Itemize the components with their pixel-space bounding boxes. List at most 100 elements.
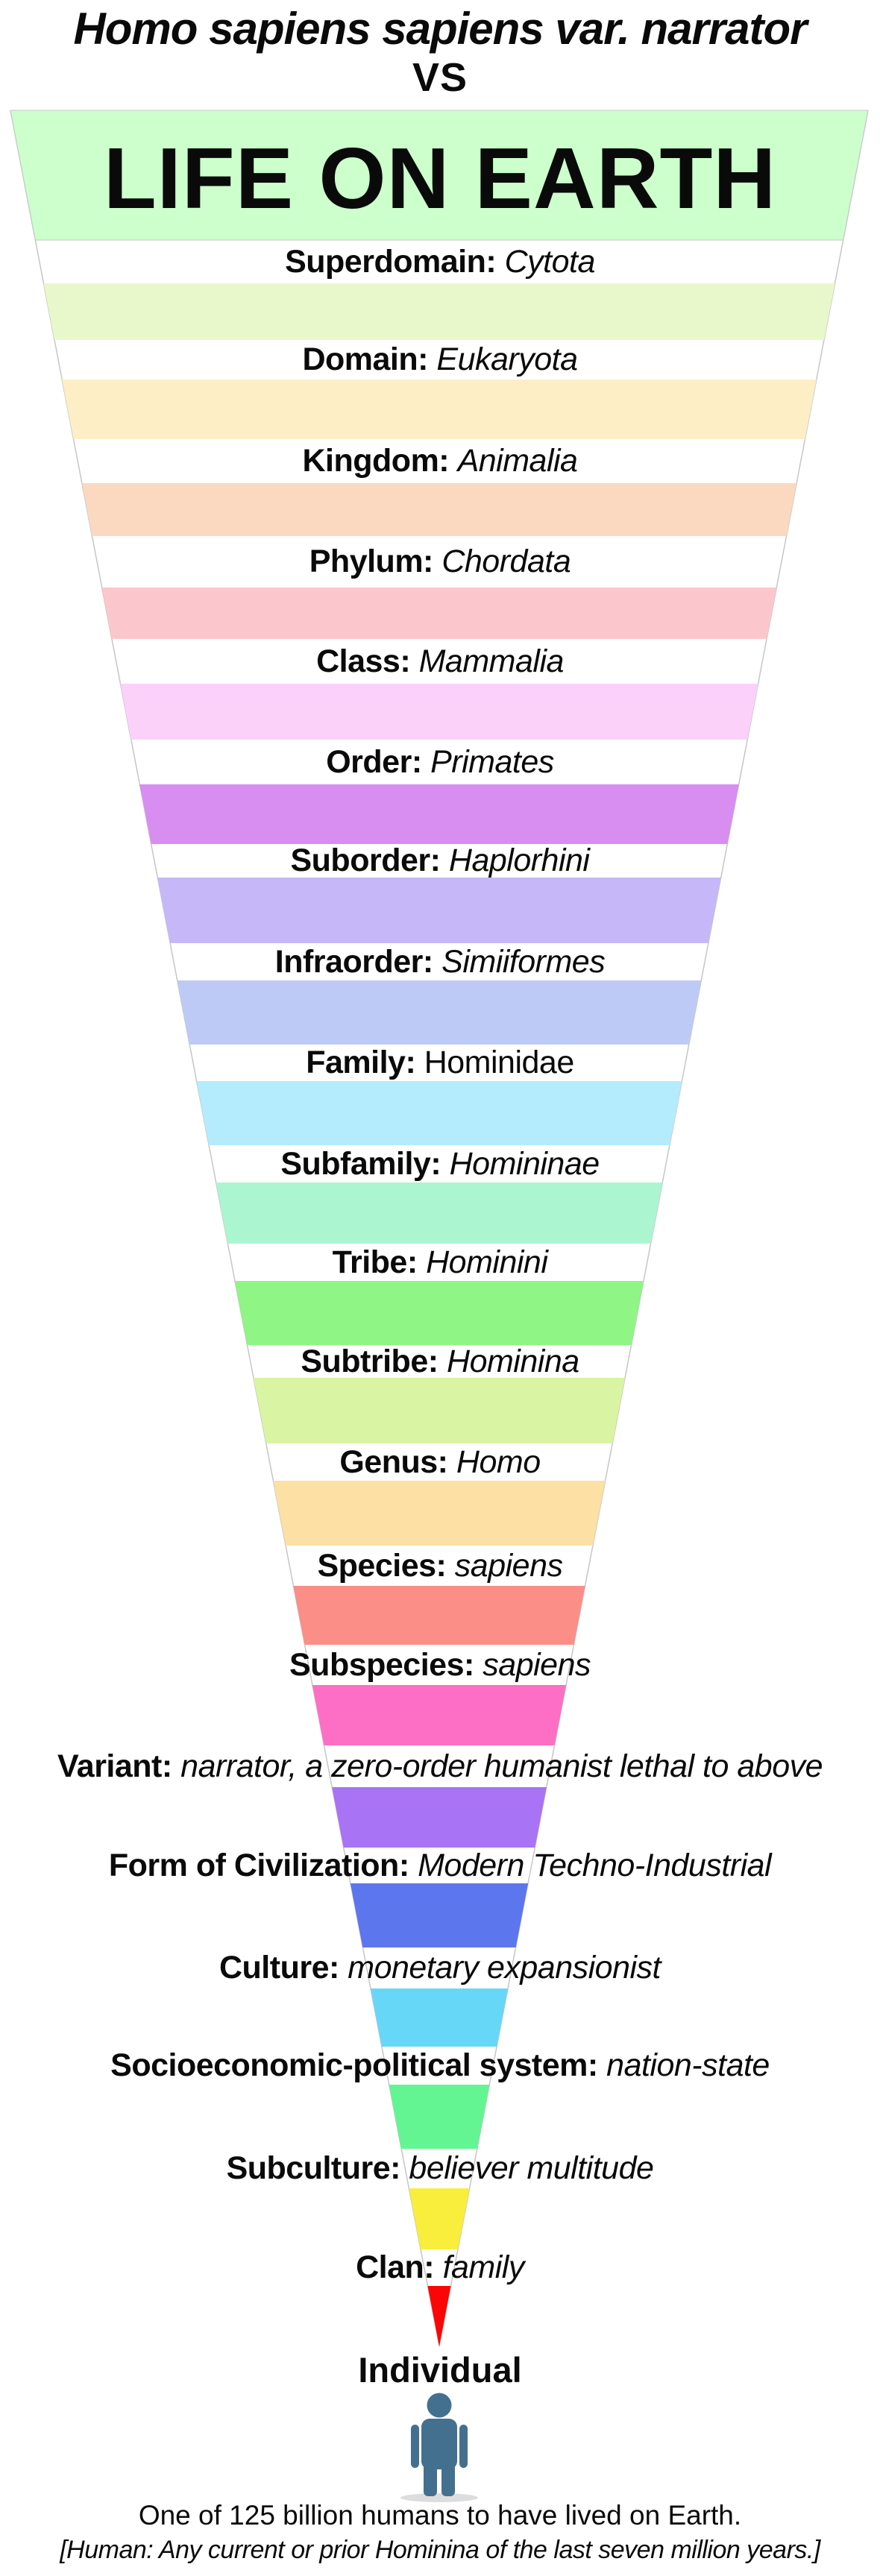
rank-value: Hominina (438, 1344, 579, 1379)
rank-row-subspecies: Subspecies: sapiens (0, 1645, 880, 1685)
band-kingdom (81, 483, 797, 536)
rank-value: nation-state (597, 2047, 770, 2083)
rank-row-species: Species: sapiens (0, 1546, 880, 1586)
rank-value: Hominidae (415, 1045, 575, 1080)
rank-label: Variant: (57, 1748, 172, 1784)
rank-row-class: Class: Mammalia (0, 639, 880, 684)
rank-label: Clan: (356, 2249, 435, 2285)
rank-label: Subfamily: (280, 1146, 441, 1182)
band-class (120, 684, 758, 740)
band-tribe (235, 1281, 644, 1345)
rank-row-socioeconomic-political-system: Socioeconomic-political system: nation-s… (0, 2047, 880, 2085)
band-family (196, 1081, 682, 1145)
rank-row-variant: Variant: narrator, a zero-order humanist… (0, 1745, 880, 1787)
band-domain (62, 380, 817, 439)
band-genus (273, 1481, 606, 1546)
rank-value: Haplorhini (440, 843, 590, 878)
band-phylum (101, 588, 777, 639)
rank-value: Mammalia (410, 643, 565, 679)
rank-value: Homininae (441, 1146, 600, 1182)
rank-value: believer multitude (400, 2150, 654, 2186)
rank-label: Suborder: (290, 843, 441, 878)
rank-label: Form of Civilization: (108, 1848, 409, 1883)
rank-row-superdomain: Superdomain: Cytota (0, 240, 880, 283)
rank-label: Domain: (302, 341, 428, 377)
individual-label: Individual (358, 2350, 522, 2390)
rank-row-suborder: Suborder: Haplorhini (0, 844, 880, 878)
band-subtribe (253, 1378, 626, 1443)
rank-label: Infraorder: (274, 944, 433, 980)
rank-label: Subculture: (226, 2150, 401, 2186)
rank-row-order: Order: Primates (0, 740, 880, 784)
rank-value: Simiiformes (433, 944, 606, 980)
band-culture (371, 1988, 508, 2047)
band-subculture (409, 2188, 470, 2249)
rank-value: Eukaryota (427, 341, 578, 377)
rank-row-form-of-civilization: Form of Civilization: Modern Techno-Indu… (0, 1848, 880, 1883)
band-socioeconomic-political-system (389, 2085, 490, 2149)
rank-row-culture: Culture: monetary expansionist (0, 1947, 880, 1988)
rank-value: Animalia (449, 443, 578, 479)
rank-label: Phylum: (309, 544, 434, 579)
band-form-of-civilization (350, 1883, 529, 1947)
rank-row-subculture: Subculture: believer multitude (0, 2149, 880, 2188)
rank-label: Kingdom: (302, 443, 450, 479)
band-suborder (157, 878, 721, 943)
rank-value: sapiens (474, 1647, 591, 1683)
arrow-to-individual (427, 2286, 451, 2346)
rank-label: Culture: (219, 1950, 339, 1985)
rank-value: Primates (421, 744, 554, 780)
rank-label: Subspecies: (289, 1647, 474, 1683)
rank-value: monetary expansionist (339, 1950, 661, 1985)
rank-row-subtribe: Subtribe: Hominina (0, 1345, 880, 1378)
person-icon (400, 2393, 478, 2502)
person-left-arm (411, 2425, 419, 2468)
rank-row-phylum: Phylum: Chordata (0, 536, 880, 588)
rank-label: Socioeconomic-political system: (110, 2047, 598, 2083)
rank-value: family (434, 2249, 525, 2285)
person-right-leg (441, 2459, 455, 2496)
band-life-on-earth (10, 110, 869, 241)
rank-label: Family: (306, 1045, 416, 1080)
rank-row-clan: Clan: family (0, 2249, 880, 2286)
rank-row-domain: Domain: Eukaryota (0, 340, 880, 380)
rank-value: narrator, a zero-order humanist lethal t… (172, 1748, 823, 1784)
rank-label: Superdomain: (285, 244, 497, 280)
rank-value: Cytota (496, 244, 596, 280)
rank-value: Chordata (433, 544, 571, 579)
rank-label: Genus: (339, 1444, 448, 1480)
rank-label: Subtribe: (301, 1344, 439, 1379)
vs-label: VS (412, 55, 468, 100)
band-infraorder (177, 980, 702, 1045)
page-title: Homo sapiens sapiens var. narrator (73, 4, 807, 54)
rank-value: Hominini (417, 1244, 548, 1280)
band-variant (332, 1787, 547, 1848)
rank-row-subfamily: Subfamily: Homininae (0, 1145, 880, 1182)
rank-value: Modern Techno-Industrial (409, 1848, 772, 1883)
band-species (293, 1586, 585, 1645)
person-torso (421, 2419, 457, 2469)
rank-label: Tribe: (332, 1244, 418, 1280)
rank-row-tribe: Tribe: Hominini (0, 1244, 880, 1281)
person-left-leg (424, 2459, 437, 2496)
person-head (427, 2393, 452, 2418)
caption-footnote: [Human: Any current or prior Hominina of… (60, 2536, 820, 2564)
rank-row-infraorder: Infraorder: Simiiformes (0, 943, 880, 980)
rank-row-genus: Genus: Homo (0, 1443, 880, 1481)
funnel-top-title: LIFE ON EARTH (103, 130, 777, 227)
rank-value: sapiens (446, 1548, 563, 1584)
band-subspecies (312, 1685, 567, 1745)
band-subfamily (216, 1182, 663, 1244)
rank-row-family: Family: Hominidae (0, 1045, 880, 1081)
band-order (139, 784, 739, 844)
rank-value: Homo (447, 1444, 541, 1480)
rank-label: Species: (317, 1548, 447, 1584)
caption-text: One of 125 billion humans to have lived … (138, 2500, 742, 2531)
rank-row-kingdom: Kingdom: Animalia (0, 439, 880, 483)
band-superdomain (43, 283, 835, 340)
person-right-arm (459, 2425, 468, 2468)
rank-label: Class: (316, 643, 411, 679)
